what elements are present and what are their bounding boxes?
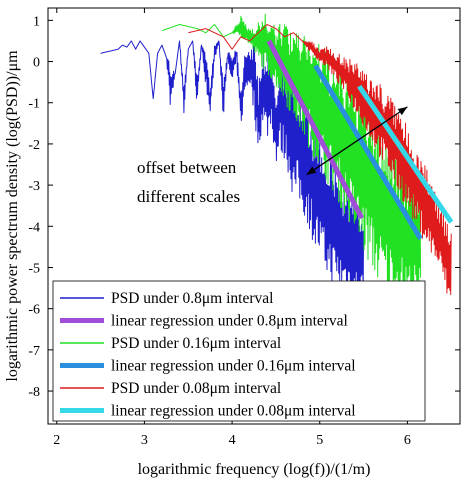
offset-arrow <box>306 106 408 176</box>
regression-line-3 <box>313 64 423 240</box>
y-tick-label: -2 <box>28 138 40 153</box>
offset-arrow-head-end <box>397 106 408 116</box>
regression-line-1 <box>266 39 365 220</box>
legend-label-2: PSD under 0.16μm interval <box>111 335 281 352</box>
axes-box <box>47 7 461 425</box>
legend-label-0: PSD under 0.8μm interval <box>111 290 273 307</box>
annotation-line-2: different scales <box>137 187 240 206</box>
y-axis-ticks: 1 0 -1 -2 -3 -4 -5 -6 -7 -8 <box>28 14 460 400</box>
annotation-line-1: offset between <box>137 158 237 177</box>
x-axis-label: logarithmic frequency (log(f))/(1/m) <box>138 461 371 478</box>
x-tick-label: 6 <box>404 433 411 448</box>
y-tick-label: 0 <box>33 56 40 71</box>
regression-line-5 <box>357 84 454 224</box>
y-tick-label: -4 <box>28 220 40 235</box>
y-tick-label: -6 <box>28 303 40 318</box>
legend: PSD under 0.8μm interval linear regressio… <box>52 280 426 422</box>
y-tick-label: -8 <box>28 385 40 400</box>
y-axis-label: logarithmic power spectrum density (log(… <box>4 50 21 382</box>
offset-arrow-head-start <box>306 166 317 175</box>
annotation: offset between different scales <box>137 106 408 206</box>
y-tick-label: -3 <box>28 179 40 194</box>
x-tick-label: 5 <box>316 433 323 448</box>
series-line-4 <box>188 24 452 296</box>
x-tick-label: 2 <box>53 433 60 448</box>
series-line-2 <box>161 13 422 311</box>
legend-box <box>52 280 426 422</box>
legend-label-5: linear regression under 0.08μm interval <box>111 403 356 420</box>
y-tick-label: 1 <box>33 14 40 29</box>
series-layer <box>100 13 454 311</box>
legend-label-4: PSD under 0.08μm interval <box>111 380 281 397</box>
y-tick-label: -5 <box>28 261 40 276</box>
legend-label-1: linear regression under 0.8μm interval <box>111 313 348 330</box>
y-tick-label: -1 <box>28 97 40 112</box>
legend-label-3: linear regression under 0.16μm interval <box>111 358 356 375</box>
x-tick-label: 4 <box>229 433 236 448</box>
x-tick-label: 3 <box>141 433 148 448</box>
y-tick-label: -7 <box>28 344 40 359</box>
